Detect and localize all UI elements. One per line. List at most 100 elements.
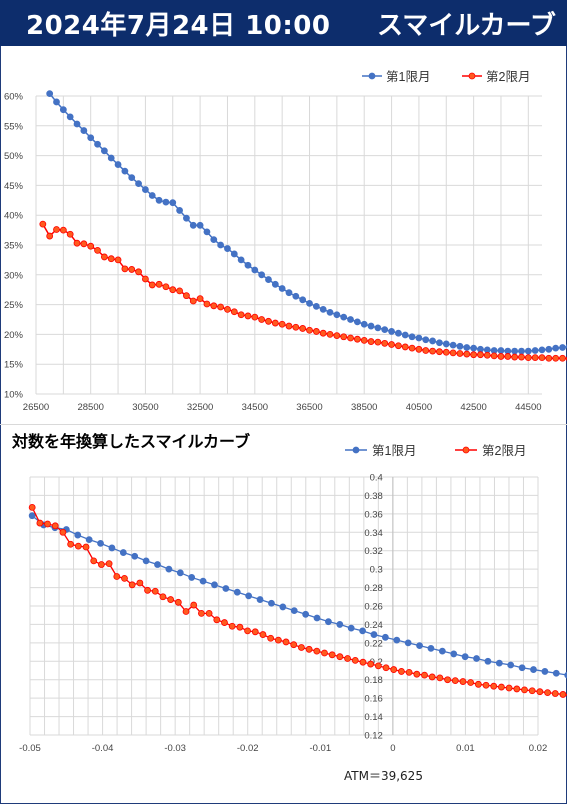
data-point — [205, 609, 213, 617]
legend-label: 第1限月 — [386, 70, 430, 84]
data-point — [162, 198, 170, 206]
data-point — [442, 340, 450, 348]
x-tick-label: 38500 — [351, 402, 377, 413]
data-point — [319, 305, 327, 313]
x-tick-label: 0 — [390, 743, 395, 754]
data-point — [381, 326, 389, 334]
data-point — [230, 250, 238, 258]
y-tick-label: 0.32 — [364, 546, 383, 557]
data-point — [374, 338, 382, 346]
series-line — [49, 93, 567, 352]
data-point — [552, 354, 560, 362]
data-point — [325, 618, 332, 626]
data-point — [319, 329, 327, 337]
header-date: 2024年7月24日 10:00 — [26, 11, 331, 41]
data-point — [413, 670, 421, 678]
data-point — [467, 679, 475, 686]
data-point — [374, 662, 382, 670]
data-point — [224, 245, 231, 252]
data-point — [456, 342, 464, 350]
data-point — [333, 332, 341, 339]
y-tick-label: 30% — [4, 270, 24, 281]
data-point — [136, 579, 144, 587]
data-point — [87, 134, 95, 142]
data-point — [100, 253, 108, 261]
data-point — [299, 325, 307, 332]
data-point — [305, 645, 313, 653]
data-point — [359, 658, 367, 666]
x-tick-label: 36500 — [296, 402, 322, 413]
y-tick-label: 0.38 — [364, 491, 383, 502]
legend-marker — [368, 72, 376, 80]
data-point — [189, 297, 197, 305]
data-point — [169, 286, 177, 294]
data-point — [233, 588, 241, 596]
data-point — [251, 628, 259, 636]
data-point — [142, 186, 149, 193]
data-point — [473, 655, 480, 662]
data-point — [51, 522, 59, 530]
data-point — [80, 127, 88, 134]
data-point — [456, 350, 464, 357]
data-point — [224, 305, 231, 313]
log-smile-curve-chart: 0.12 0.14 0.16 0.18 0.2 0.22 0.24 0.26 0.28 0.3 0.… — [19, 444, 567, 754]
data-point — [190, 601, 198, 609]
data-point — [490, 352, 498, 360]
data-point — [107, 255, 115, 263]
data-point — [495, 659, 503, 667]
data-point — [108, 544, 116, 552]
y-tick-label: 15% — [4, 360, 24, 371]
data-point — [463, 350, 471, 358]
data-point — [167, 596, 175, 603]
data-point — [198, 609, 205, 617]
data-point — [444, 676, 451, 684]
data-point — [336, 653, 344, 661]
data-point — [370, 631, 378, 638]
data-point — [97, 539, 104, 547]
data-point — [46, 232, 54, 240]
series-line — [42, 223, 567, 360]
data-point — [258, 271, 266, 279]
data-point — [559, 691, 567, 698]
data-point — [151, 587, 159, 595]
data-point — [416, 642, 423, 650]
data-point — [265, 317, 272, 325]
data-point — [211, 581, 218, 589]
data-point — [381, 633, 389, 641]
data-point — [477, 351, 484, 359]
data-point — [107, 154, 115, 162]
data-point — [518, 347, 525, 355]
data-point — [559, 344, 566, 351]
data-point — [251, 313, 259, 321]
data-point — [351, 656, 359, 664]
data-point — [552, 344, 560, 352]
data-point — [353, 318, 361, 326]
data-point — [382, 664, 390, 672]
data-point — [498, 683, 505, 691]
x-tick-label: 0.02 — [529, 743, 548, 754]
y-tick-label: 25% — [4, 300, 24, 311]
data-point — [36, 519, 44, 527]
data-point — [94, 246, 101, 254]
data-point — [505, 684, 513, 692]
data-point — [401, 343, 409, 351]
data-point — [46, 90, 54, 98]
y-tick-label: 45% — [4, 181, 24, 192]
data-point — [422, 336, 430, 344]
data-point — [135, 268, 142, 276]
y-tick-label: 0.3 — [370, 565, 383, 576]
data-point — [53, 226, 60, 233]
data-point — [169, 199, 177, 207]
data-point — [44, 520, 51, 528]
x-tick-label: 32500 — [187, 402, 213, 413]
data-point — [142, 275, 149, 283]
data-point — [285, 322, 293, 330]
header-title: スマイルカーブ — [377, 11, 556, 41]
data-point — [244, 627, 251, 635]
data-point — [497, 353, 505, 360]
data-point — [531, 347, 539, 354]
y-tick-label: 55% — [4, 121, 24, 132]
data-point — [367, 338, 375, 345]
data-point — [135, 180, 142, 188]
data-point — [155, 196, 163, 204]
